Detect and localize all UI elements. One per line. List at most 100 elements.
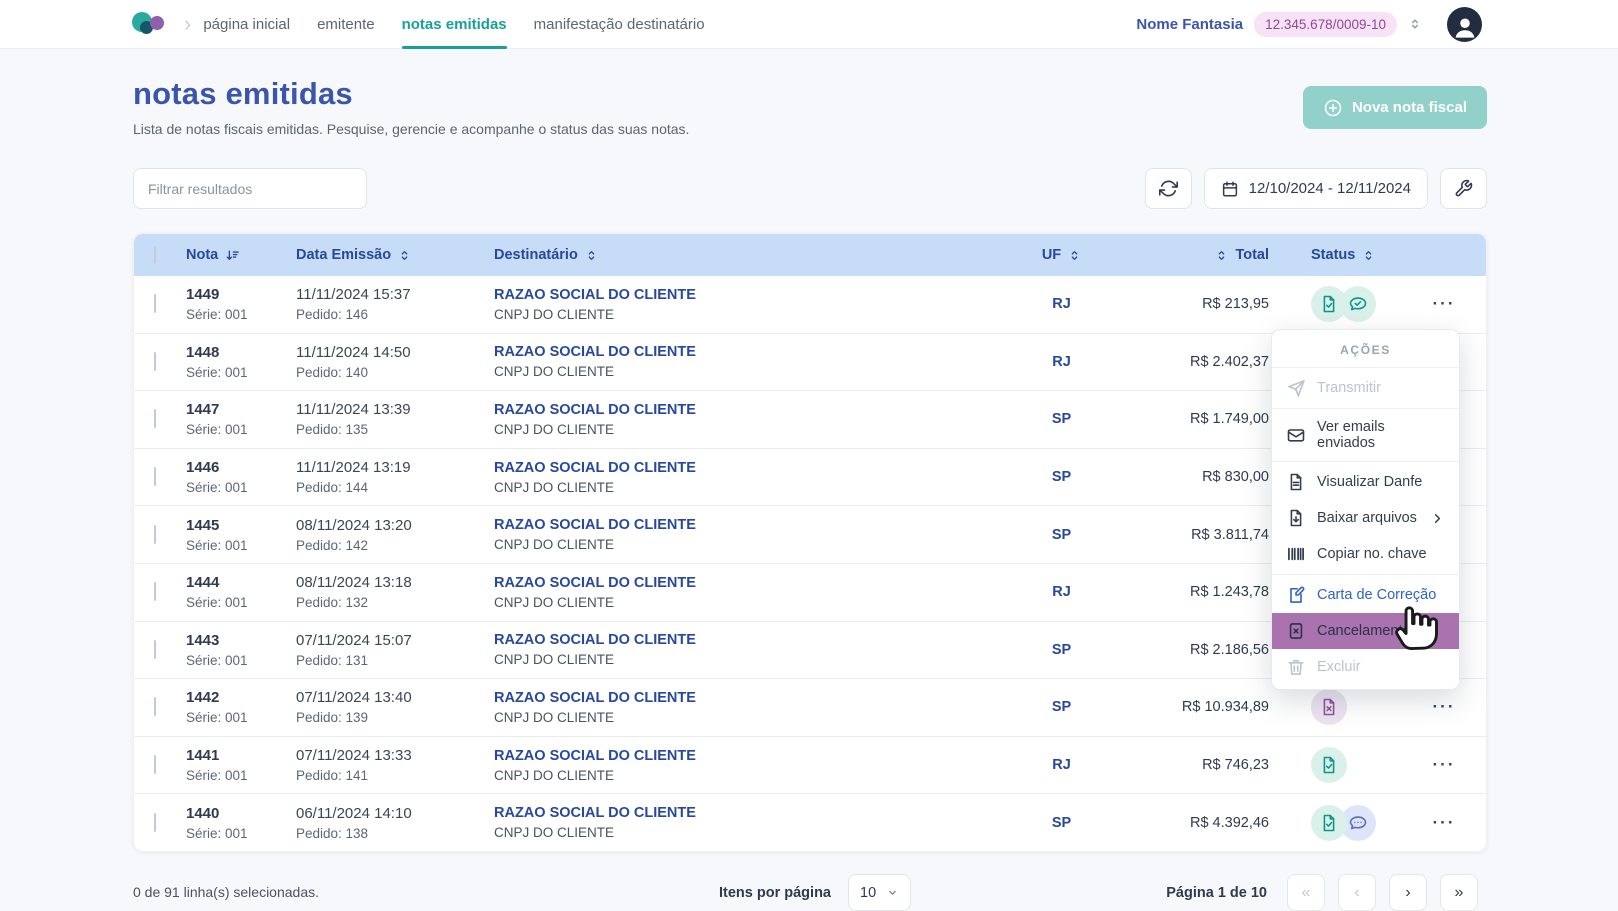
menu-divider bbox=[1272, 408, 1459, 409]
destinatario-name[interactable]: RAZAO SOCIAL DO CLIENTE bbox=[494, 286, 696, 303]
destinatario-cnpj: CNPJ DO CLIENTE bbox=[494, 421, 615, 437]
emission-date: 08/11/2024 13:18 bbox=[296, 574, 412, 592]
table-row[interactable]: 1447 Série: 001 11/11/2024 13:39 Pedido:… bbox=[134, 391, 1486, 449]
company-name[interactable]: Nome Fantasia bbox=[1136, 15, 1244, 33]
destinatario-name[interactable]: RAZAO SOCIAL DO CLIENTE bbox=[494, 401, 696, 418]
column-header-destinatario[interactable]: Destinatário bbox=[494, 247, 1014, 263]
plus-circle-icon bbox=[1323, 98, 1343, 118]
row-checkbox[interactable] bbox=[154, 639, 156, 659]
nota-serie: Série: 001 bbox=[186, 307, 248, 323]
user-avatar[interactable] bbox=[1447, 6, 1482, 42]
table-row[interactable]: 1441 Série: 001 07/11/2024 13:33 Pedido:… bbox=[134, 736, 1486, 795]
emission-date: 11/11/2024 14:50 bbox=[296, 343, 411, 361]
sort-updown-icon bbox=[398, 248, 411, 263]
nota-serie: Série: 001 bbox=[186, 537, 248, 553]
table-row[interactable]: 1443 Série: 001 07/11/2024 15:07 Pedido:… bbox=[134, 621, 1486, 680]
nav-tab-emitente[interactable]: emitente bbox=[317, 15, 375, 33]
refresh-button[interactable] bbox=[1144, 168, 1192, 209]
nota-serie: Série: 001 bbox=[186, 422, 248, 438]
destinatario-name[interactable]: RAZAO SOCIAL DO CLIENTE bbox=[494, 517, 696, 534]
table-row[interactable]: 1442 Série: 001 07/11/2024 13:40 Pedido:… bbox=[134, 679, 1486, 737]
settings-tools-button[interactable] bbox=[1440, 168, 1487, 209]
row-checkbox[interactable] bbox=[154, 582, 156, 602]
menu-item-copiar-no-chave[interactable]: Copiar no. chave bbox=[1272, 536, 1459, 572]
menu-item-cancelamento[interactable]: Cancelamento bbox=[1272, 613, 1459, 649]
row-actions-button[interactable]: ··· bbox=[1432, 755, 1456, 775]
doc-x-icon[interactable] bbox=[1311, 689, 1347, 726]
company-cnpj-badge: 12.345.678/0009-10 bbox=[1254, 11, 1397, 37]
date-range-button[interactable]: 12/10/2024 - 12/11/2024 bbox=[1203, 168, 1428, 209]
row-checkbox[interactable] bbox=[154, 409, 156, 429]
table-row[interactable]: 1448 Série: 001 11/11/2024 14:50 Pedido:… bbox=[134, 333, 1486, 392]
nav-tab-manifestacao-destinatario[interactable]: manifestação destinatário bbox=[533, 15, 705, 33]
destinatario-name[interactable]: RAZAO SOCIAL DO CLIENTE bbox=[494, 689, 696, 706]
nota-number: 1448 bbox=[186, 343, 220, 361]
previous-page-button[interactable]: ‹ bbox=[1338, 874, 1376, 911]
breadcrumb-chevron-icon: › bbox=[184, 11, 192, 36]
row-checkbox[interactable] bbox=[154, 697, 156, 717]
table-row[interactable]: 1449 Série: 001 11/11/2024 15:37 Pedido:… bbox=[134, 276, 1486, 334]
column-header-status[interactable]: Status bbox=[1269, 247, 1422, 263]
table-row[interactable]: 1444 Série: 001 08/11/2024 13:18 Pedido:… bbox=[134, 563, 1486, 622]
chevron-right-icon bbox=[1430, 511, 1445, 526]
doc-check-icon[interactable] bbox=[1311, 804, 1347, 841]
row-checkbox[interactable] bbox=[154, 351, 156, 371]
row-checkbox[interactable] bbox=[154, 755, 156, 775]
menu-item-baixar-arquivos[interactable]: Baixar arquivos bbox=[1272, 500, 1459, 536]
destinatario-name[interactable]: RAZAO SOCIAL DO CLIENTE bbox=[494, 344, 696, 361]
last-page-button[interactable]: » bbox=[1440, 874, 1478, 911]
uf-value: RJ bbox=[1052, 353, 1071, 370]
sort-updown-icon bbox=[1362, 248, 1375, 263]
column-header-uf[interactable]: UF bbox=[1014, 247, 1109, 263]
barcode-icon bbox=[1286, 544, 1306, 564]
doc-check-icon[interactable] bbox=[1311, 747, 1347, 784]
page-title: notas emitidas bbox=[133, 76, 353, 111]
destinatario-cnpj: CNPJ DO CLIENTE bbox=[494, 652, 615, 668]
emission-date: 06/11/2024 14:10 bbox=[296, 804, 412, 822]
company-switcher-icon[interactable] bbox=[1408, 16, 1422, 32]
column-header-data-emissao[interactable]: Data Emissão bbox=[296, 247, 494, 263]
nav-tab-pagina-inicial[interactable]: página inicial bbox=[203, 15, 291, 33]
next-page-button[interactable]: › bbox=[1389, 874, 1427, 911]
first-page-button[interactable]: « bbox=[1287, 874, 1325, 911]
destinatario-name[interactable]: RAZAO SOCIAL DO CLIENTE bbox=[494, 574, 696, 591]
total-value: R$ 746,23 bbox=[1202, 757, 1269, 774]
chevron-down-icon bbox=[886, 886, 899, 899]
emission-date: 11/11/2024 13:19 bbox=[296, 459, 411, 477]
row-actions-button[interactable]: ··· bbox=[1432, 294, 1456, 314]
table-row[interactable]: 1440 Série: 001 06/11/2024 14:10 Pedido:… bbox=[134, 794, 1486, 851]
destinatario-name[interactable]: RAZAO SOCIAL DO CLIENTE bbox=[494, 459, 696, 476]
column-header-nota[interactable]: Nota bbox=[186, 247, 296, 263]
items-per-page-select[interactable]: 10 bbox=[848, 874, 911, 911]
nota-serie: Série: 001 bbox=[186, 768, 248, 784]
row-actions-button[interactable]: ··· bbox=[1432, 812, 1456, 832]
row-actions-button[interactable]: ··· bbox=[1432, 697, 1456, 717]
row-checkbox[interactable] bbox=[154, 467, 156, 487]
new-invoice-button[interactable]: Nova nota fiscal bbox=[1302, 86, 1487, 129]
menu-item-ver-emails-enviados[interactable]: Ver emails enviados bbox=[1272, 411, 1459, 459]
total-value: R$ 1.749,00 bbox=[1189, 411, 1269, 428]
destinatario-name[interactable]: RAZAO SOCIAL DO CLIENTE bbox=[494, 805, 696, 822]
row-checkbox[interactable] bbox=[154, 524, 156, 544]
row-checkbox[interactable] bbox=[154, 812, 156, 832]
column-header-total[interactable]: Total bbox=[1109, 247, 1269, 263]
destinatario-name[interactable]: RAZAO SOCIAL DO CLIENTE bbox=[494, 747, 696, 764]
destinatario-name[interactable]: RAZAO SOCIAL DO CLIENTE bbox=[494, 632, 696, 649]
app-logo-icon[interactable] bbox=[130, 8, 170, 40]
selection-count: 0 de 91 linha(s) selecionadas. bbox=[133, 884, 320, 900]
menu-item-carta-de-correcao[interactable]: Carta de Correção bbox=[1272, 577, 1459, 613]
pedido-number: Pedido: 141 bbox=[296, 768, 369, 784]
nav-tabs: página inicial emitente notas emitidas mani… bbox=[203, 0, 705, 49]
menu-item-excluir[interactable]: Excluir bbox=[1272, 649, 1459, 685]
pedido-number: Pedido: 138 bbox=[296, 825, 369, 841]
doc-check-icon[interactable] bbox=[1311, 286, 1347, 323]
page-indicator: Página 1 de 10 bbox=[1166, 884, 1267, 901]
filter-input[interactable] bbox=[133, 168, 367, 209]
date-range-value: 12/10/2024 - 12/11/2024 bbox=[1248, 180, 1411, 197]
menu-item-transmitir[interactable]: Transmitir bbox=[1272, 370, 1459, 406]
pedido-number: Pedido: 139 bbox=[296, 710, 369, 726]
select-all-checkbox[interactable] bbox=[154, 246, 156, 264]
nav-tab-notas-emitidas[interactable]: notas emitidas bbox=[401, 0, 507, 49]
row-checkbox[interactable] bbox=[154, 294, 156, 314]
menu-item-visualizar-danfe[interactable]: Visualizar Danfe bbox=[1272, 464, 1459, 500]
